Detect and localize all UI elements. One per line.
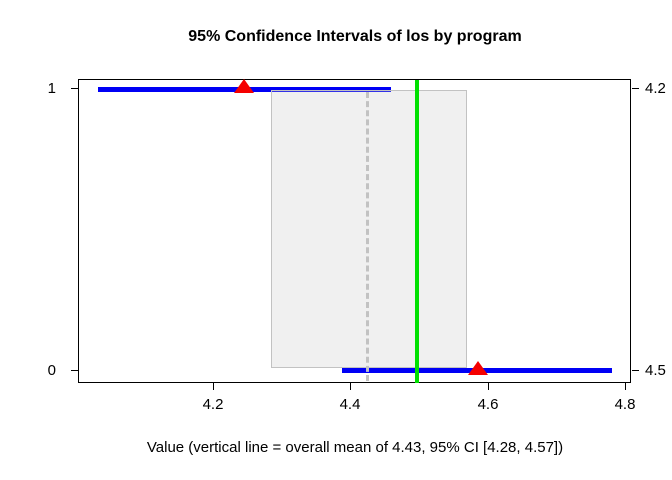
mean-marker-program-1 (234, 79, 254, 93)
x-tick-4-4 (350, 383, 351, 390)
y-tick-label-0: 0 (47, 362, 56, 379)
y-tick-0 (71, 370, 78, 371)
y-tick-label-1: 1 (47, 80, 56, 97)
x-tick-4-2 (213, 383, 214, 390)
overall-mean-dashed-line (366, 92, 369, 381)
x-tick-4-8 (625, 383, 626, 390)
right-axis-label-bottom: 4.5 (645, 362, 666, 379)
plot-area (78, 79, 631, 383)
right-axis-label-top: 4.2 (645, 80, 666, 97)
right-tick-bottom (632, 370, 639, 371)
x-axis-label: Value (vertical line = overall mean of 4… (146, 439, 564, 456)
chart-title: 95% Confidence Intervals of los by progr… (188, 28, 522, 45)
x-tick-4-6 (488, 383, 489, 390)
x-tick-label-4-4: 4.4 (339, 396, 361, 413)
x-tick-label-4-6: 4.6 (477, 396, 499, 413)
green-vertical-line (415, 80, 419, 383)
right-tick-top (632, 88, 639, 89)
y-tick-1 (71, 88, 78, 89)
mean-marker-program-0 (468, 361, 488, 375)
overall-ci-rect (271, 90, 467, 368)
x-tick-label-4-2: 4.2 (202, 396, 224, 413)
x-tick-label-4-8: 4.8 (614, 396, 636, 413)
